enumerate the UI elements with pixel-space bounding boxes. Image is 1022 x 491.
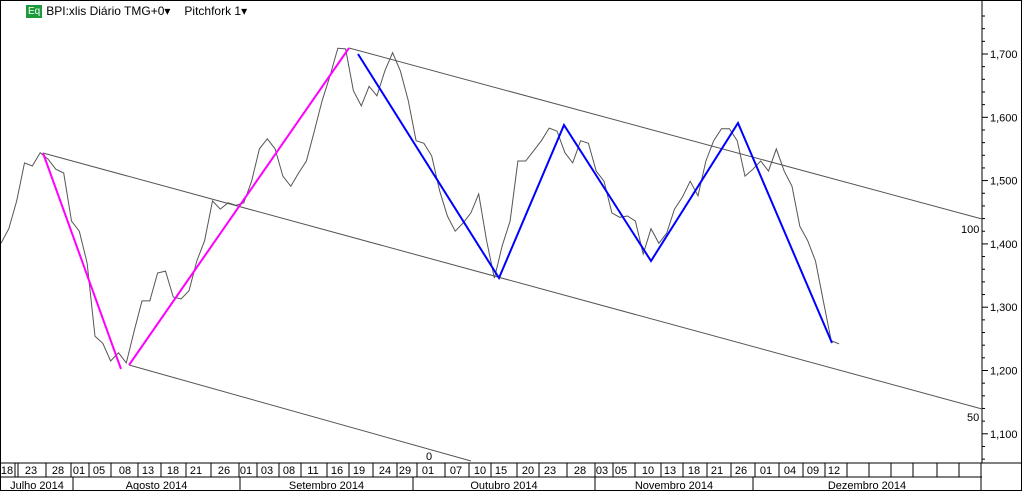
magenta-trend-line [128, 47, 350, 366]
pitchfork-lower-line [128, 364, 472, 462]
chart-header: Eq BPI:xlis Diário TMG+0▾ Pitchfork 1▾ [26, 4, 247, 18]
x-day-label: 23 [25, 465, 37, 477]
x-month-label: Outubro 2014 [470, 480, 537, 491]
x-month-label: Julho 2014 [10, 480, 64, 491]
x-day-label: 08 [119, 465, 131, 477]
x-day-label: 08 [283, 465, 295, 477]
x-day-label: 01 [422, 465, 434, 477]
pitchfork-level-100: 100 [961, 224, 979, 236]
y-tick-label: 1,700 [990, 49, 1018, 61]
x-day-label: 20 [522, 465, 534, 477]
x-month-label: Dezembro 2014 [828, 480, 906, 491]
x-day-label: 16 [331, 465, 343, 477]
x-day-label: 10 [642, 465, 654, 477]
x-day-label: 24 [379, 465, 391, 477]
x-day-label: 04 [784, 465, 796, 477]
x-day-label: 13 [142, 465, 154, 477]
pitchfork-level-50: 50 [967, 412, 979, 424]
equity-badge: Eq [26, 4, 43, 18]
x-month-label: Novembro 2014 [635, 480, 713, 491]
study-selector[interactable]: Pitchfork 1▾ [184, 4, 248, 18]
x-month-label: Agosto 2014 [126, 480, 188, 491]
pitchfork-level-0: 0 [426, 451, 432, 463]
x-day-label: 12 [828, 465, 840, 477]
x-day-label: 28 [574, 465, 586, 477]
y-tick-label: 1,100 [990, 429, 1018, 441]
x-day-label: 01 [760, 465, 772, 477]
x-day-label: 26 [735, 465, 747, 477]
x-day-label: 03 [596, 465, 608, 477]
y-tick-label: 1,400 [990, 239, 1018, 251]
price-line [1, 47, 840, 365]
y-tick-label: 1,600 [990, 112, 1018, 124]
pitchfork-upper-line [348, 47, 983, 220]
x-day-label: 28 [52, 465, 64, 477]
x-day-label: 18 [1, 465, 13, 477]
x-day-label: 01 [240, 465, 252, 477]
magenta-trend-line [42, 152, 122, 370]
blue-zigzag-line [357, 53, 833, 344]
x-day-label: 23 [544, 465, 556, 477]
x-day-label: 05 [615, 465, 627, 477]
symbol-selector[interactable]: BPI:xlis Diário TMG+0▾ [46, 4, 171, 18]
y-tick-label: 1,200 [990, 366, 1018, 378]
x-day-label: 13 [664, 465, 676, 477]
x-day-label: 03 [261, 465, 273, 477]
x-day-label: 05 [93, 465, 105, 477]
x-day-label: 10 [474, 465, 486, 477]
x-day-label: 09 [807, 465, 819, 477]
y-tick-label: 1,500 [990, 176, 1018, 188]
x-day-label: 18 [167, 465, 179, 477]
x-month-label: Setembro 2014 [289, 480, 364, 491]
x-day-label: 11 [307, 465, 318, 477]
x-day-label: 26 [218, 465, 230, 477]
x-day-label: 07 [450, 465, 462, 477]
x-day-label: 18 [688, 465, 700, 477]
x-day-label: 21 [711, 465, 723, 477]
x-day-label: 21 [190, 465, 202, 477]
y-tick-label: 1,300 [990, 302, 1018, 314]
x-day-label: 15 [495, 465, 507, 477]
x-day-label: 19 [353, 465, 365, 477]
x-day-label: 01 [73, 465, 85, 477]
x-day-label: 29 [399, 465, 411, 477]
pitchfork-median-line [42, 152, 983, 410]
